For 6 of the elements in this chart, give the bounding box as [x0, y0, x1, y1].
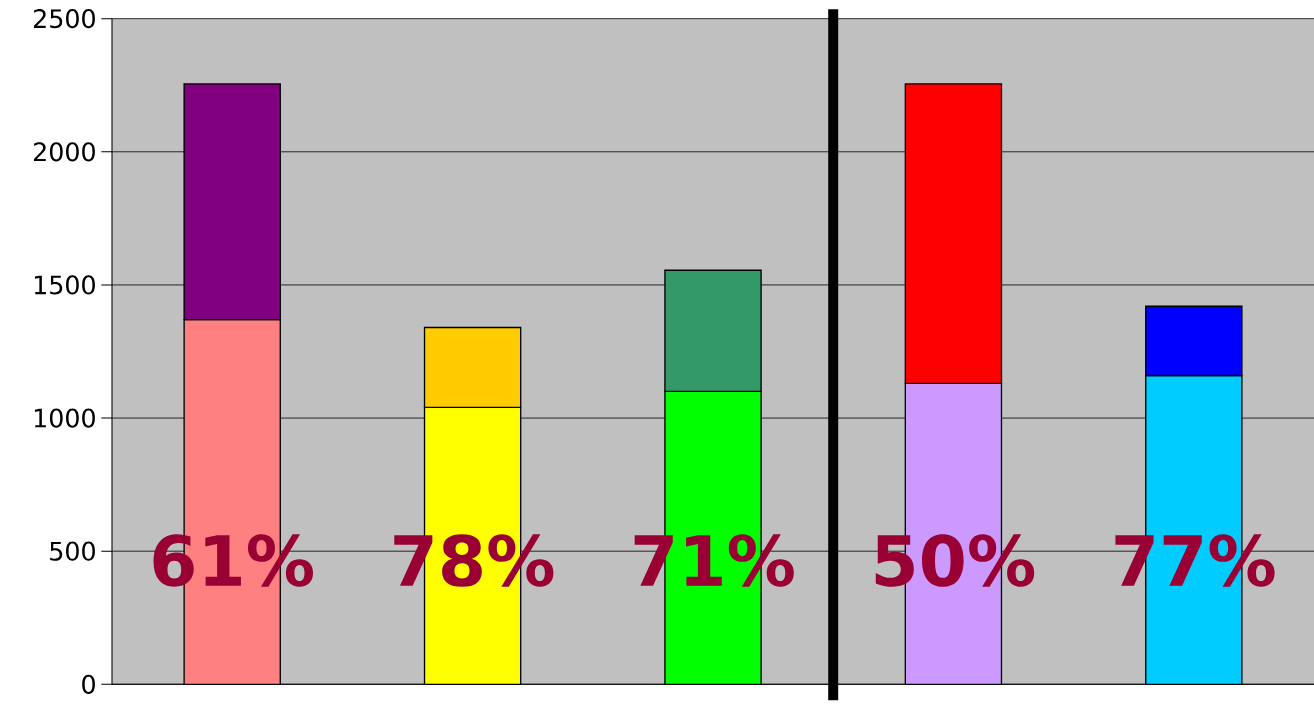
- y-tick-label: 500: [50, 541, 95, 561]
- y-tick-label: 2500: [34, 9, 95, 29]
- y-tick-label: 0: [82, 674, 95, 694]
- y-tick-label: 2000: [34, 142, 95, 162]
- y-tick-label: 1500: [34, 275, 95, 295]
- y-tick-label: 1000: [34, 408, 95, 428]
